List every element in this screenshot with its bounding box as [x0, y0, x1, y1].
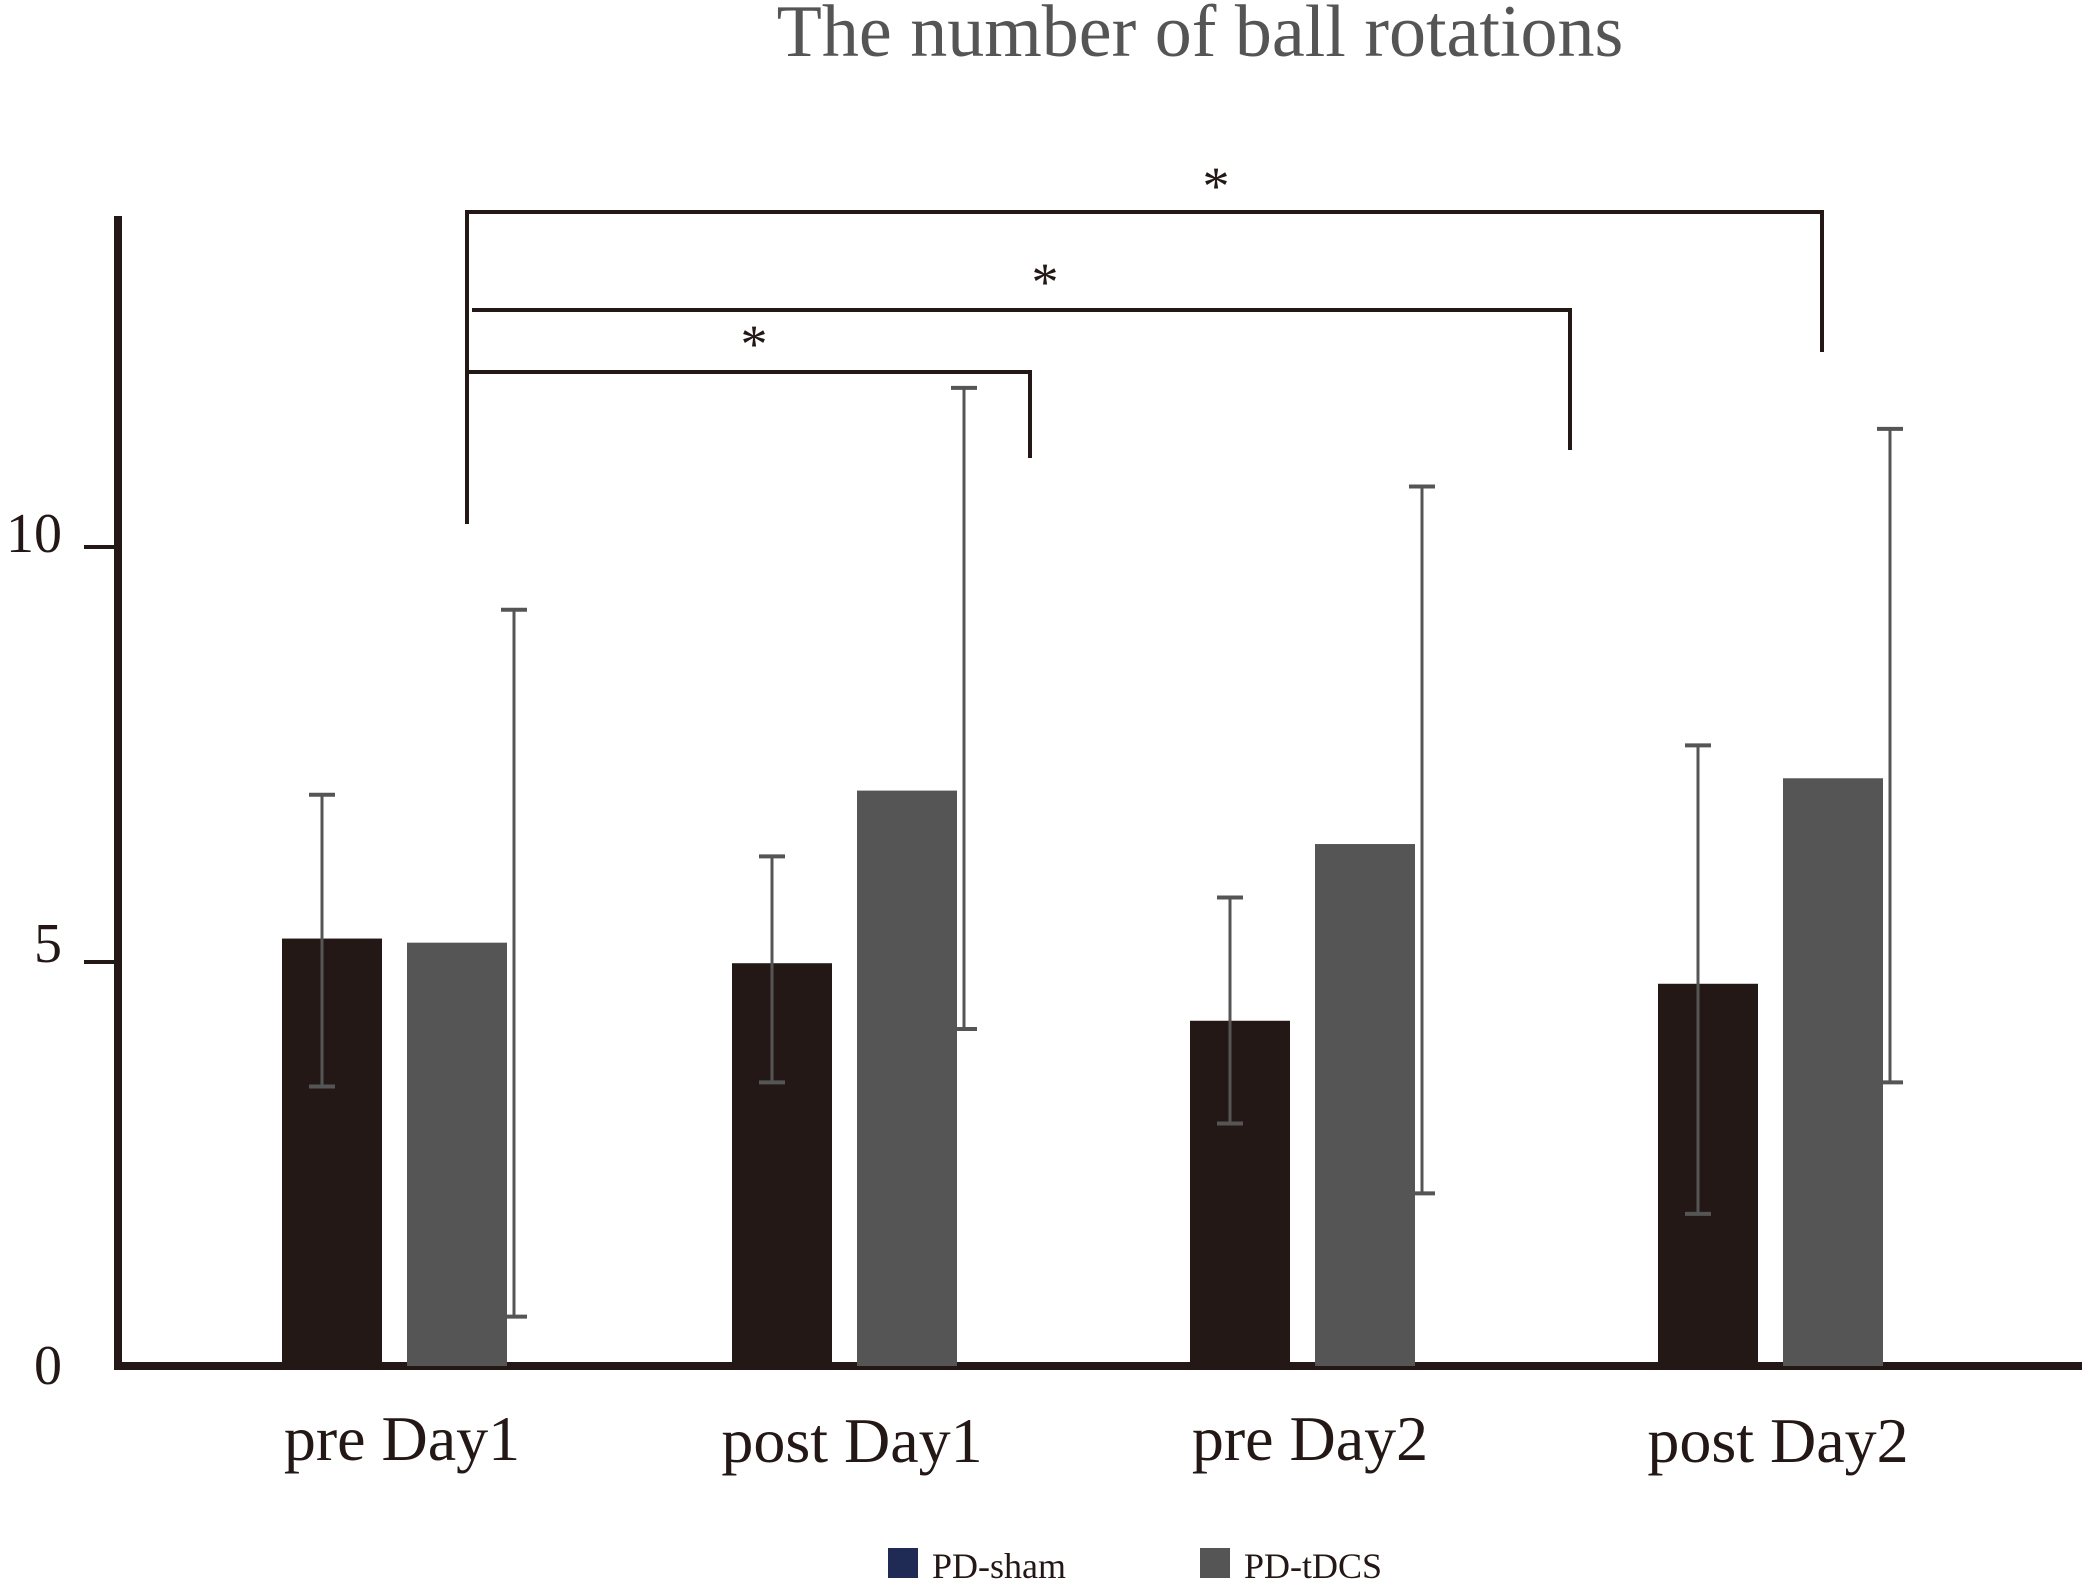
bar-pd-tdcs-pre-day1 — [407, 942, 507, 1366]
chart-title: The number of ball rotations — [777, 0, 1624, 73]
significance-star-pre-day1-post-day2: * — [1203, 156, 1230, 216]
x-category-labels: pre Day1 post Day1 pre Day2 post Day2 — [284, 1403, 1909, 1476]
legend: PD-sham PD-tDCS — [888, 1546, 1382, 1582]
error-bar-pd-tdcs-pre-day2 — [1409, 484, 1435, 1196]
error-bar-pd-sham-post-day2 — [1685, 743, 1711, 1216]
bar-pd-sham-pre-day2 — [1190, 1020, 1290, 1366]
bar-pd-tdcs-pre-day2 — [1315, 844, 1415, 1366]
legend-swatch-pd-sham — [888, 1548, 918, 1578]
bar-pd-tdcs-post-day1 — [857, 790, 957, 1366]
significance-star-pre-day1-pre-day2: * — [1032, 252, 1059, 312]
legend-swatch-pd-tdcs — [1200, 1548, 1230, 1578]
x-category-label-post-day1: post Day1 — [721, 1405, 982, 1476]
bracket-line-pre-day1-pre-day2 — [472, 308, 1572, 450]
y-tick-label-5: 5 — [34, 913, 62, 975]
legend-label-pd-sham: PD-sham — [932, 1546, 1066, 1582]
significance-bracket-pre-day1-post-day2: * — [467, 156, 1824, 352]
legend-label-pd-tdcs: PD-tDCS — [1244, 1546, 1382, 1582]
x-category-label-pre-day1: pre Day1 — [284, 1403, 520, 1474]
bar-pd-tdcs-post-day2 — [1783, 778, 1883, 1366]
bracket-line-pre-day1-post-day1 — [469, 370, 1032, 458]
x-category-label-pre-day2: pre Day2 — [1192, 1403, 1428, 1474]
significance-brackets: * * * — [465, 156, 1824, 524]
error-bar-pd-tdcs-post-day1 — [951, 385, 977, 1031]
significance-bracket-pre-day1-pre-day2: * — [472, 252, 1572, 450]
significance-bracket-pre-day1-post-day1: * — [469, 314, 1032, 458]
bar-pd-sham-post-day2 — [1658, 983, 1758, 1366]
error-bar-pd-tdcs-post-day2 — [1877, 426, 1903, 1085]
bar-pd-sham-pre-day1 — [282, 938, 382, 1366]
y-tick-label-0: 0 — [34, 1335, 62, 1397]
bar-pd-sham-post-day1 — [732, 963, 832, 1366]
error-bars-group — [309, 385, 1903, 1319]
error-bar-pd-tdcs-pre-day1 — [501, 607, 527, 1319]
error-bar-pd-sham-pre-day1 — [309, 792, 335, 1089]
bracket-line-pre-day1-post-day2 — [467, 210, 1824, 352]
y-tick-label-10: 10 — [6, 503, 62, 565]
bars-group — [282, 778, 1883, 1366]
x-category-label-post-day2: post Day2 — [1647, 1405, 1908, 1476]
error-bar-pd-sham-post-day1 — [759, 854, 785, 1085]
significance-star-pre-day1-post-day1: * — [741, 314, 768, 374]
error-bar-pd-sham-pre-day2 — [1217, 895, 1243, 1126]
y-ticks: 0 5 10 — [6, 503, 118, 1397]
